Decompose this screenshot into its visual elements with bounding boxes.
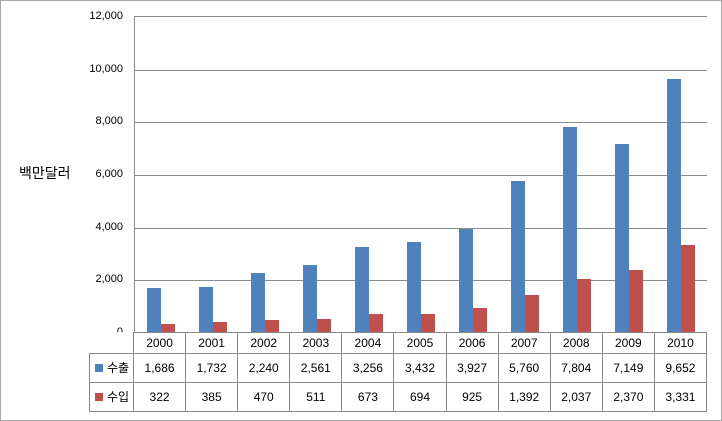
import-bar-2009 (629, 269, 643, 332)
export-bar-2008 (563, 127, 577, 332)
import-bar-2007 (525, 295, 539, 332)
export-value-cell-2004: 3,256 (342, 354, 395, 383)
export-bar-2005 (407, 241, 421, 332)
export-value-cell-2009: 7,149 (602, 354, 655, 383)
bar-group-2006 (447, 17, 499, 332)
import-bar-2010 (681, 244, 695, 332)
export-value-cell-2007: 5,760 (498, 354, 551, 383)
import-value-cell-2001: 385 (186, 383, 239, 412)
import-bar-2008 (577, 278, 591, 332)
export-value-cell-2003: 2,561 (290, 354, 343, 383)
export-value-cell-2005: 3,432 (394, 354, 447, 383)
import-value-cell-2003: 511 (290, 383, 343, 412)
year-header-cell: 2009 (602, 332, 655, 354)
bar-group-2002 (239, 17, 291, 332)
legend-cell-import: 수입 (89, 383, 134, 412)
export-bar-2002 (251, 273, 265, 332)
year-header-cell: 2007 (498, 332, 551, 354)
import-value-cell-2004: 673 (342, 383, 395, 412)
export-bar-2010 (667, 78, 681, 332)
import-value-cell-2000: 322 (134, 383, 187, 412)
export-value-cell-2008: 7,804 (550, 354, 603, 383)
export-value-cell-2006: 3,927 (446, 354, 499, 383)
export-bar-2007 (511, 180, 525, 332)
bar-group-2003 (291, 17, 343, 332)
year-header-cell: 2008 (550, 332, 603, 354)
gridline (135, 175, 707, 176)
table-corner-cell (89, 332, 134, 354)
legend-label-import: 수입 (107, 390, 130, 404)
bars-layer (135, 17, 707, 332)
gridline (135, 280, 707, 282)
bar-group-2010 (655, 17, 707, 332)
y-axis-tick-label: 10,000 (89, 62, 123, 75)
plot-area (134, 16, 707, 332)
legend-label-export: 수출 (107, 361, 130, 375)
import-bar-2002 (265, 319, 279, 332)
export-bar-2006 (459, 228, 473, 332)
bar-group-2001 (187, 17, 239, 332)
export-value-cell-2000: 1,686 (134, 354, 187, 383)
gridline (135, 227, 707, 229)
import-bar-2003 (317, 318, 331, 332)
gridline (135, 69, 707, 71)
year-header-cell: 2001 (186, 332, 239, 354)
import-legend-swatch-icon (95, 393, 103, 401)
y-axis-tick-label: 8,000 (95, 115, 123, 128)
gridline (135, 122, 707, 124)
y-axis-tick-label: 4,000 (95, 220, 123, 233)
import-bar-2004 (369, 314, 383, 332)
import-value-cell-2009: 2,370 (602, 383, 655, 412)
import-value-cell-2002: 470 (238, 383, 291, 412)
year-header-cell: 2010 (654, 332, 707, 354)
import-bar-2006 (473, 307, 487, 332)
import-value-cell-2010: 3,331 (654, 383, 707, 412)
year-header-cell: 2005 (394, 332, 447, 354)
import-value-cell-2005: 694 (394, 383, 447, 412)
import-value-cell-2007: 1,392 (498, 383, 551, 412)
bar-group-2009 (603, 17, 655, 332)
year-header-cell: 2006 (446, 332, 499, 354)
import-bar-2005 (421, 313, 435, 332)
export-bar-2009 (615, 144, 629, 332)
import-value-cell-2006: 925 (446, 383, 499, 412)
year-header-cell: 2003 (290, 332, 343, 354)
y-axis-unit-label: 백만달러 (19, 165, 71, 181)
export-bar-2003 (303, 264, 317, 332)
export-bar-2001 (199, 286, 213, 332)
data-table: 2000 2001 2002 2003 2004 2005 2006 2007 2008 2009… (89, 332, 707, 412)
bar-group-2007 (499, 17, 551, 332)
bar-group-2004 (343, 17, 395, 332)
export-value-cell-2002: 2,240 (238, 354, 291, 383)
export-legend-swatch-icon (95, 364, 103, 372)
year-header-cell: 2000 (134, 332, 187, 354)
bar-group-2000 (135, 17, 187, 332)
import-bar-2000 (161, 323, 175, 332)
export-bar-2000 (147, 287, 161, 332)
import-value-cell-2008: 2,037 (550, 383, 603, 412)
year-header-cell: 2002 (238, 332, 291, 354)
export-value-cell-2010: 9,652 (654, 354, 707, 383)
export-value-cell-2001: 1,732 (186, 354, 239, 383)
y-axis-tick-label: 12,000 (89, 10, 123, 22)
y-axis-tick-label: 6,000 (95, 168, 123, 180)
bar-group-2008 (551, 17, 603, 332)
year-header-cell: 2004 (342, 332, 395, 354)
import-bar-2001 (213, 321, 227, 332)
y-axis-tick-label: 2,000 (95, 273, 123, 286)
bar-group-2005 (395, 17, 447, 332)
legend-cell-export: 수출 (89, 354, 134, 383)
export-bar-2004 (355, 246, 369, 332)
